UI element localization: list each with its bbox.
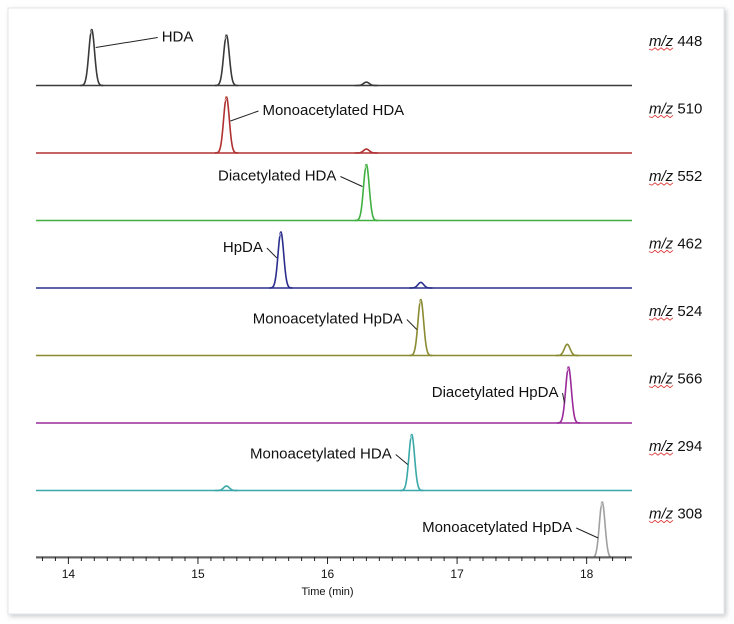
peak [400,433,424,492]
mz-prefix: m/z [649,371,674,388]
label-leader [266,247,278,259]
peak-label: Monoacetylated HDA [262,102,404,119]
label-box [246,443,395,465]
mz-label: m/z 510 [649,101,702,118]
label-leader [562,392,566,404]
label-box [428,382,562,403]
spellcheck-underline [648,114,674,119]
trace-mz-308: Monoacetylated HpDA [36,501,632,559]
label-leader [340,176,363,187]
peak-label: HDA [162,29,194,46]
peak-highlight [417,300,422,306]
label-leader [95,37,158,48]
mz-prefix: m/z [649,168,674,185]
mz-label: m/z 566 [649,371,702,388]
x-tick-label: 17 [450,567,464,581]
peak-label: Monoacetylated HpDA [253,311,403,328]
mz-label: m/z 448 [649,33,702,50]
traces-group: HDA Monoacetylated HDA Diacetylated HDA HpD… [36,26,632,559]
mz-value: 524 [673,303,702,320]
label-box [419,517,576,538]
label-leader [395,454,409,465]
mz-label: m/z 552 [649,168,702,185]
peak-highlight [88,30,93,36]
label-box [158,26,197,48]
x-tick-label: 14 [62,567,76,581]
peak-label: Monoacetylated HDA [250,446,392,463]
peak [409,298,433,357]
peak-highlight [408,435,413,441]
spellcheck-underline [648,452,674,456]
peak [354,81,379,87]
peak-highlight [277,232,282,239]
x-tick-label: 15 [191,567,205,581]
mz-prefix: m/z [649,303,674,320]
mz-prefix: m/z [649,438,674,455]
x-axis-title: Time (min) [301,586,353,598]
peak-highlight [223,97,227,104]
trace-mz-462: HpDA [36,231,632,289]
peak [409,281,433,289]
mz-prefix: m/z [649,506,674,523]
time-axis: 14 15 16 17 18 Time (min) [36,556,632,598]
spellcheck-underline [648,519,674,524]
trace-mz-566: Diacetylated HpDA [36,366,632,424]
peak-label: Monoacetylated HpDA [422,519,572,536]
mz-value: 552 [673,168,702,185]
mz-prefix: m/z [649,236,674,253]
label-leader [406,319,418,330]
label-leader [230,110,259,122]
label-box [259,100,408,121]
mz-value: 566 [673,371,702,388]
spellcheck-underline [648,47,674,51]
spellcheck-underline [648,384,674,389]
spellcheck-underline [648,249,674,254]
peak-label: Diacetylated HpDA [432,384,559,401]
mz-prefix: m/z [649,101,674,118]
x-tick-label: 16 [321,567,335,581]
peak [555,343,579,357]
mz-prefix: m/z [649,33,674,50]
peak-highlight [565,367,569,374]
mz-value: 308 [673,506,702,523]
mz-value: 510 [673,101,702,118]
trace-mz-510: Monoacetylated HDA [36,96,632,154]
peak-highlight [363,165,367,171]
trace-mz-448: HDA [36,26,632,87]
label-box [215,165,340,187]
spellcheck-underline [648,317,674,321]
mz-value: 294 [673,438,702,455]
peak-label: Diacetylated HDA [218,168,336,185]
peak-label: HpDA [223,239,263,256]
trace-mz-294: Monoacetylated HDA [36,433,632,492]
x-tick-label: 18 [580,567,594,581]
trace-mz-552: Diacetylated HDA [36,163,632,222]
peak [354,163,379,222]
trace-mz-524: Monoacetylated HpDA [36,298,632,357]
peak [80,28,104,87]
label-box [219,237,266,258]
peak [214,485,239,492]
peak [556,366,581,424]
peak-highlight [223,35,227,42]
peak [269,231,293,289]
mz-label: m/z 462 [649,236,702,253]
mz-label: m/z 524 [649,303,702,320]
peak [214,34,239,87]
label-box [249,308,406,330]
mz-label: m/z 308 [649,506,702,523]
mz-value: 462 [673,236,702,253]
mz-value: 448 [673,33,702,50]
spellcheck-underline [648,182,674,186]
peak [354,148,379,154]
peak-highlight [598,502,603,509]
mz-label: m/z 294 [649,438,702,455]
label-leader [575,527,599,539]
peak [214,96,239,154]
